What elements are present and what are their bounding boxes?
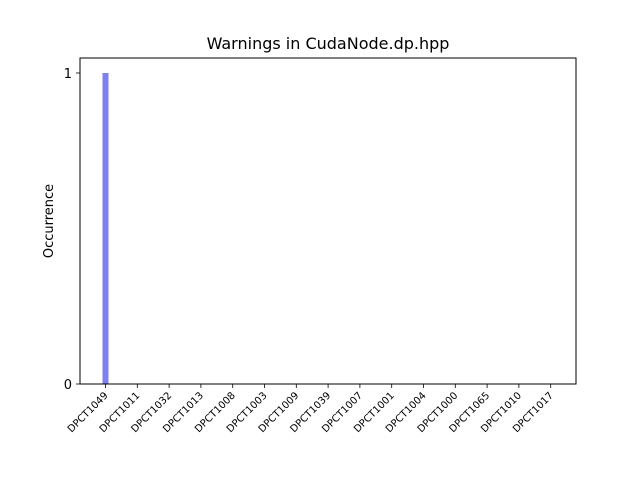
y-axis: 01 xyxy=(64,67,80,393)
y-tick-label: 1 xyxy=(64,67,72,82)
plot-frame xyxy=(79,57,577,385)
y-tick-label: 0 xyxy=(64,378,72,393)
chart-title: Warnings in CudaNode.dp.hpp xyxy=(207,34,450,53)
x-axis: DPCT1049DPCT1011DPCT1032DPCT1013DPCT1008… xyxy=(66,384,556,435)
y-axis-label: Occurrence xyxy=(42,184,57,258)
bars-group xyxy=(102,73,109,384)
bar-DPCT1049 xyxy=(102,73,109,384)
